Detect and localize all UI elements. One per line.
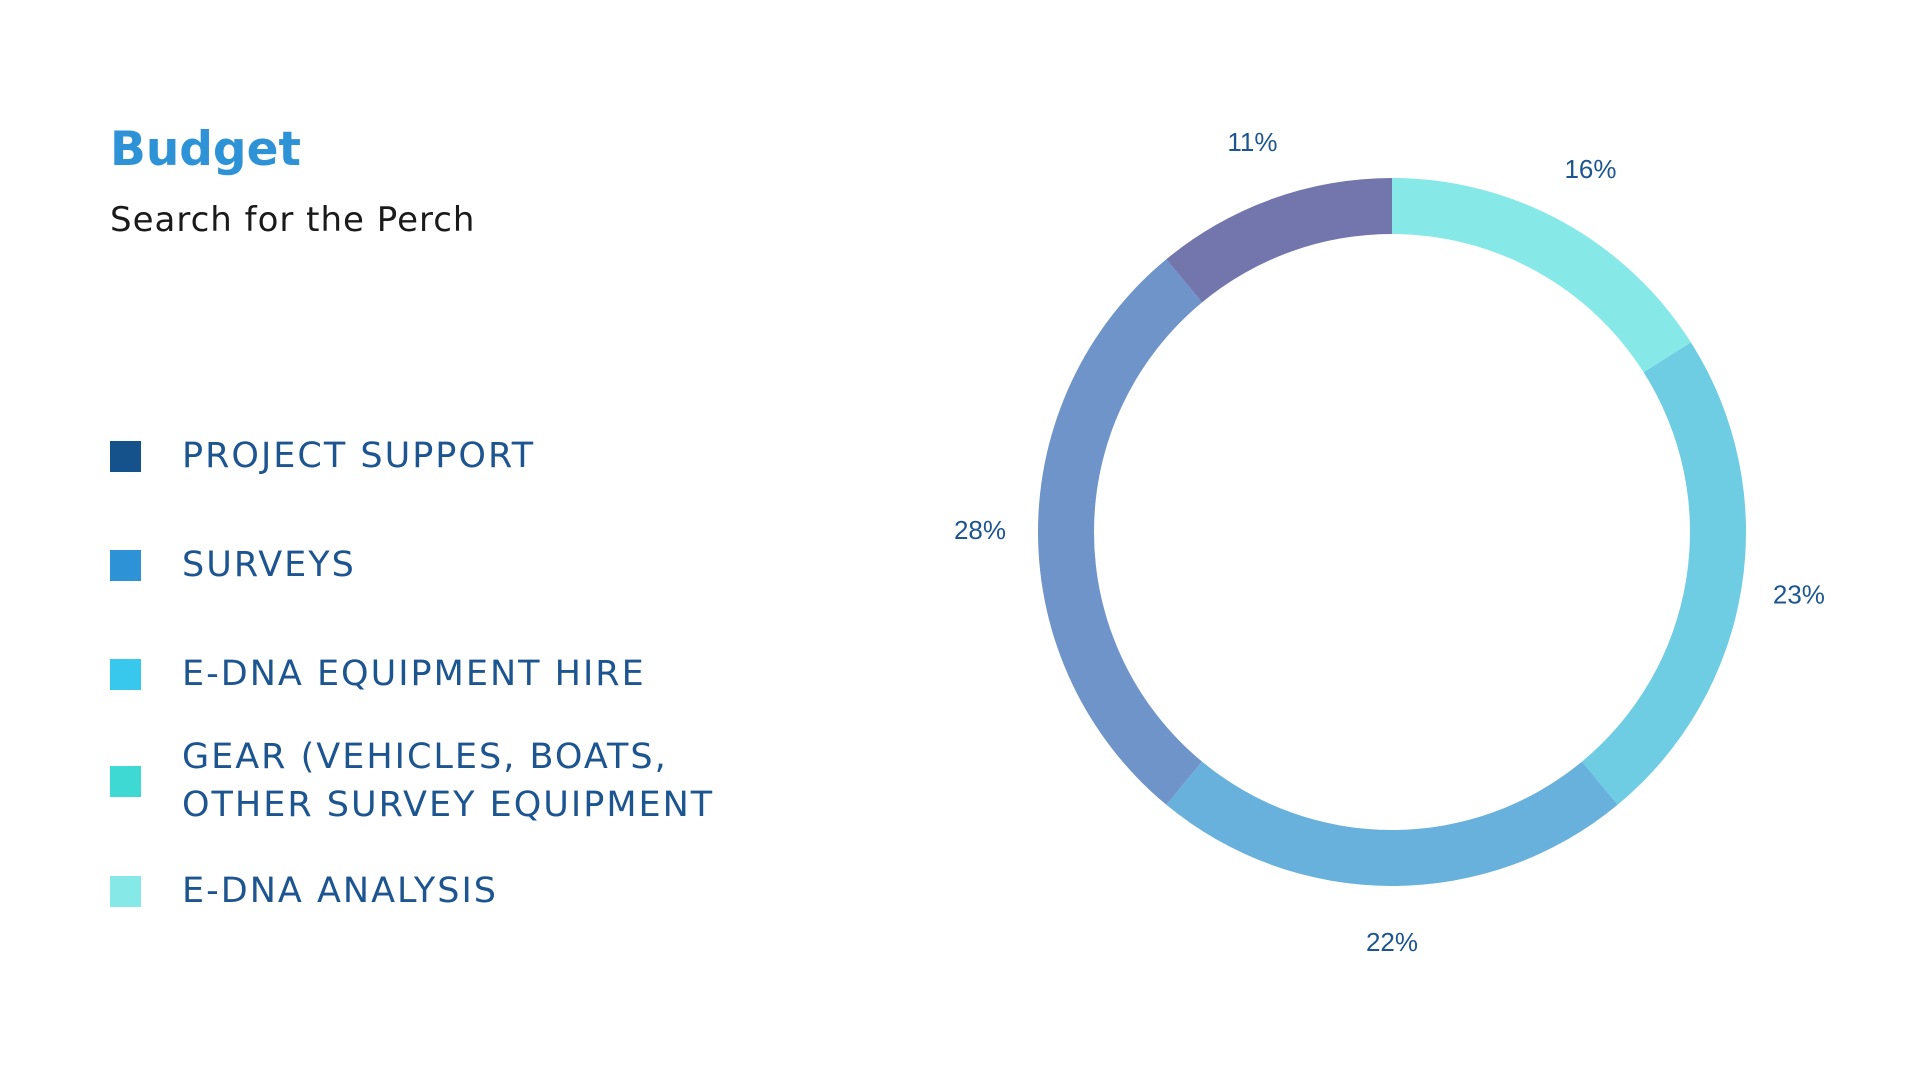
chart-subtitle: Search for the Perch (110, 200, 476, 240)
legend-swatch (110, 440, 141, 472)
slice-percent-label: 11% (1227, 127, 1277, 157)
donut-slice (1038, 259, 1203, 805)
legend-label: GEAR (VEHICLES, BOATS, OTHER SURVEY EQUI… (182, 737, 715, 825)
legend-swatch (110, 658, 141, 690)
slice-percent-label: 16% (1564, 154, 1616, 184)
legend-item-edna-equipment-hire: E-DNA EQUIPMENT HIRE (110, 650, 646, 698)
legend-label: PROJECT SUPPORT (182, 436, 536, 476)
legend-item-project-support: PROJECT SUPPORT (110, 432, 535, 480)
legend-swatch (110, 875, 141, 907)
legend-item-edna-analysis: E-DNA ANALYSIS (110, 867, 498, 915)
legend: PROJECT SUPPORT SURVEYS E-DNA EQUIPMENT … (110, 0, 760, 1080)
legend-label: E-DNA EQUIPMENT HIRE (182, 654, 646, 694)
legend-swatch (110, 549, 141, 581)
legend-label: E-DNA ANALYSIS (182, 871, 498, 911)
donut-slice (1166, 178, 1392, 303)
slice-percent-label: 22% (1366, 927, 1418, 957)
donut-slice (1581, 342, 1747, 805)
legend-swatch (110, 765, 141, 797)
slice-percent-label: 23% (1773, 579, 1825, 609)
donut-slice (1392, 178, 1691, 373)
legend-label: SURVEYS (182, 545, 356, 585)
legend-item-gear: GEAR (VEHICLES, BOATS, OTHER SURVEY EQUI… (110, 733, 714, 829)
chart-title: Budget (110, 122, 301, 177)
legend-item-surveys: SURVEYS (110, 541, 356, 589)
donut-slice (1166, 761, 1618, 886)
slice-percent-label: 28% (954, 515, 1006, 545)
